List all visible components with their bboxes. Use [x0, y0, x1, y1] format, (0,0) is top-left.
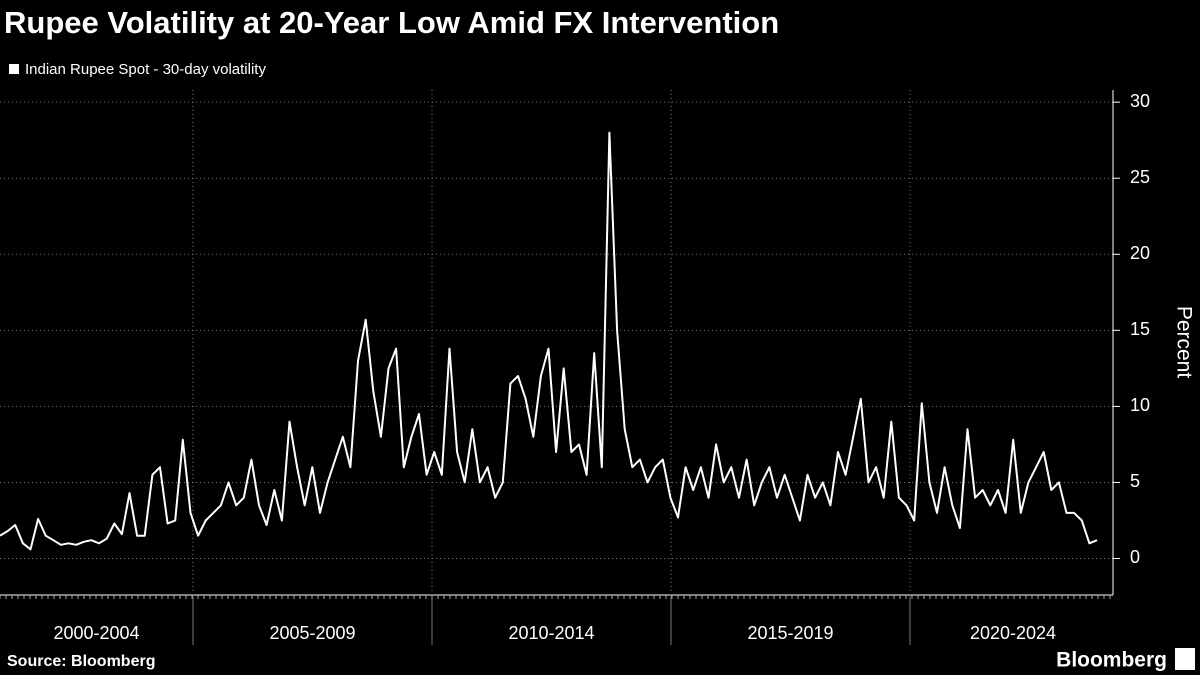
legend-label: Indian Rupee Spot - 30-day volatility — [25, 61, 266, 78]
y-tick-label: 0 — [1130, 547, 1140, 567]
chart-title: Rupee Volatility at 20-Year Low Amid FX … — [4, 5, 779, 40]
y-axis-label: Percent — [1172, 306, 1195, 379]
x-tick-label: 2010-2014 — [508, 623, 594, 643]
x-tick-label: 2015-2019 — [747, 623, 833, 643]
series-line — [0, 131, 1098, 551]
y-tick-label: 25 — [1130, 167, 1150, 187]
legend-swatch — [9, 64, 19, 74]
y-tick-label: 15 — [1130, 319, 1150, 339]
x-tick-label: 2005-2009 — [269, 623, 355, 643]
y-tick-label: 20 — [1130, 243, 1150, 263]
x-tick-label: 2020-2024 — [970, 623, 1056, 643]
y-tick-label: 10 — [1130, 395, 1150, 415]
y-tick-label: 5 — [1130, 471, 1140, 491]
source: Source: Bloomberg — [7, 653, 155, 670]
brand-icon — [1175, 648, 1195, 670]
brand: Bloomberg — [1056, 649, 1167, 672]
y-tick-label: 30 — [1130, 91, 1150, 111]
x-tick-label: 2000-2004 — [53, 623, 139, 643]
